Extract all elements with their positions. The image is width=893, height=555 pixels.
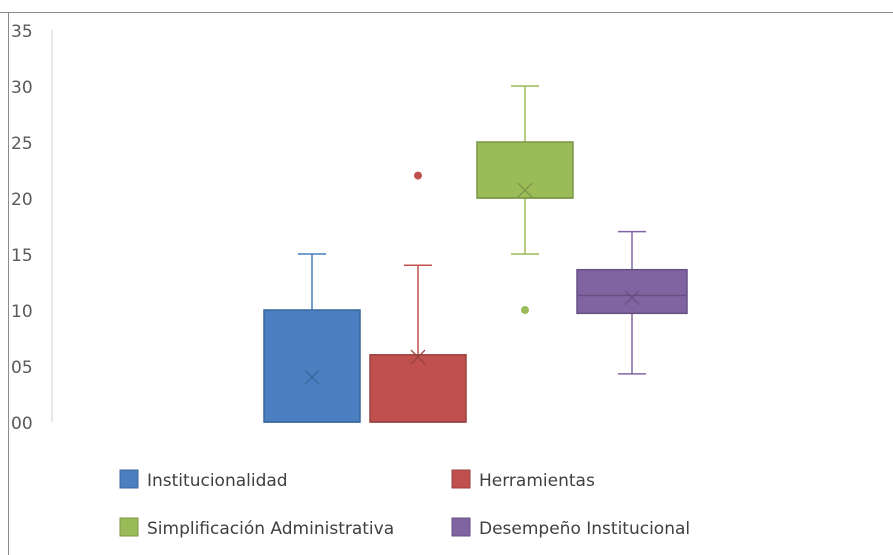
- outlier-point: [521, 306, 529, 314]
- box-series-2: [369, 171, 467, 423]
- mean-marker: [304, 369, 320, 385]
- mean-marker: [517, 182, 533, 198]
- box-series-1: [263, 253, 361, 423]
- chart-frame-top: [0, 12, 893, 13]
- legend-swatch: [451, 469, 471, 489]
- box-series-3: [476, 85, 574, 314]
- box-series-4: [576, 230, 688, 375]
- y-tick-label: 00: [11, 414, 33, 434]
- chart-frame-left: [8, 12, 9, 555]
- y-tick-label: 35: [11, 22, 33, 42]
- legend-swatch: [119, 469, 139, 489]
- legend-swatch: [451, 517, 471, 537]
- legend-item: Simplificación Administrativa: [119, 517, 394, 539]
- legend-label: Simplificación Administrativa: [147, 519, 394, 539]
- y-tick-label: 10: [11, 302, 33, 322]
- y-tick-label: 15: [11, 246, 33, 266]
- box: [476, 141, 574, 199]
- mean-marker: [410, 349, 426, 365]
- legend-item: Desempeño Institucional: [451, 517, 690, 539]
- y-tick-label: 20: [11, 190, 33, 210]
- box: [576, 268, 688, 315]
- y-tick-label: 25: [11, 134, 33, 154]
- y-tick-label: 30: [11, 78, 33, 98]
- legend-label: Desempeño Institucional: [479, 519, 690, 539]
- legend-label: Herramientas: [479, 471, 595, 491]
- legend-swatch: [119, 517, 139, 537]
- y-tick-label: 05: [11, 358, 33, 378]
- box: [263, 309, 361, 423]
- mean-marker: [624, 290, 640, 306]
- legend-item: Institucionalidad: [119, 469, 288, 491]
- legend-label: Institucionalidad: [147, 471, 288, 491]
- legend-item: Herramientas: [451, 469, 595, 491]
- outlier-point: [414, 171, 422, 180]
- box: [369, 354, 467, 423]
